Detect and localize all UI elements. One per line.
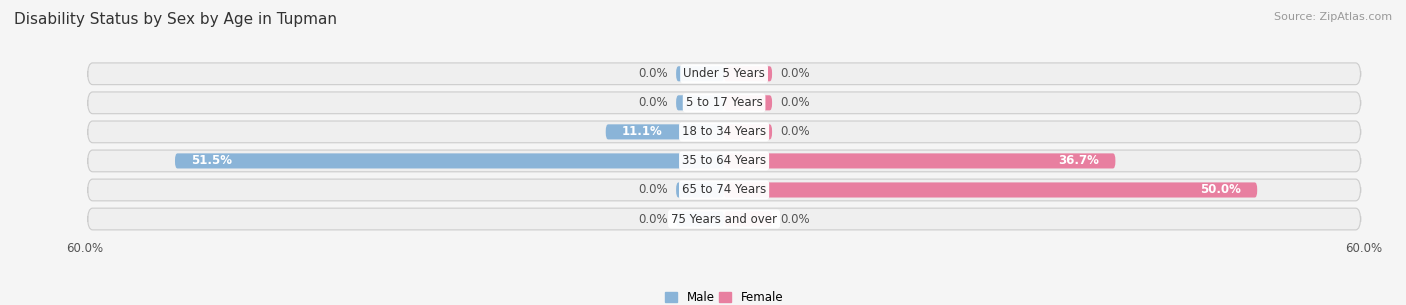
FancyBboxPatch shape: [676, 182, 724, 198]
Text: 0.0%: 0.0%: [780, 213, 810, 225]
Text: 0.0%: 0.0%: [638, 184, 668, 196]
Text: Source: ZipAtlas.com: Source: ZipAtlas.com: [1274, 12, 1392, 22]
FancyBboxPatch shape: [724, 153, 1115, 168]
FancyBboxPatch shape: [87, 150, 1361, 172]
Text: 18 to 34 Years: 18 to 34 Years: [682, 125, 766, 138]
Text: 0.0%: 0.0%: [638, 67, 668, 80]
FancyBboxPatch shape: [606, 124, 724, 139]
FancyBboxPatch shape: [87, 121, 1361, 143]
Text: 65 to 74 Years: 65 to 74 Years: [682, 184, 766, 196]
Legend: Male, Female: Male, Female: [661, 286, 787, 305]
Text: 50.0%: 50.0%: [1201, 184, 1241, 196]
FancyBboxPatch shape: [724, 182, 1257, 198]
FancyBboxPatch shape: [676, 66, 724, 81]
Text: 0.0%: 0.0%: [780, 125, 810, 138]
Text: 0.0%: 0.0%: [638, 213, 668, 225]
Text: 0.0%: 0.0%: [780, 67, 810, 80]
Text: 5 to 17 Years: 5 to 17 Years: [686, 96, 762, 109]
FancyBboxPatch shape: [724, 66, 772, 81]
FancyBboxPatch shape: [87, 92, 1361, 114]
FancyBboxPatch shape: [87, 63, 1361, 85]
Text: 36.7%: 36.7%: [1059, 154, 1099, 167]
Text: 0.0%: 0.0%: [780, 96, 810, 109]
Text: 51.5%: 51.5%: [191, 154, 232, 167]
FancyBboxPatch shape: [724, 211, 772, 227]
Text: 35 to 64 Years: 35 to 64 Years: [682, 154, 766, 167]
Text: 11.1%: 11.1%: [621, 125, 662, 138]
FancyBboxPatch shape: [676, 211, 724, 227]
FancyBboxPatch shape: [87, 179, 1361, 201]
FancyBboxPatch shape: [174, 153, 724, 168]
Text: Disability Status by Sex by Age in Tupman: Disability Status by Sex by Age in Tupma…: [14, 12, 337, 27]
Text: 75 Years and over: 75 Years and over: [671, 213, 778, 225]
Text: 0.0%: 0.0%: [638, 96, 668, 109]
FancyBboxPatch shape: [87, 208, 1361, 230]
FancyBboxPatch shape: [724, 95, 772, 110]
Text: Under 5 Years: Under 5 Years: [683, 67, 765, 80]
FancyBboxPatch shape: [676, 95, 724, 110]
FancyBboxPatch shape: [724, 124, 772, 139]
